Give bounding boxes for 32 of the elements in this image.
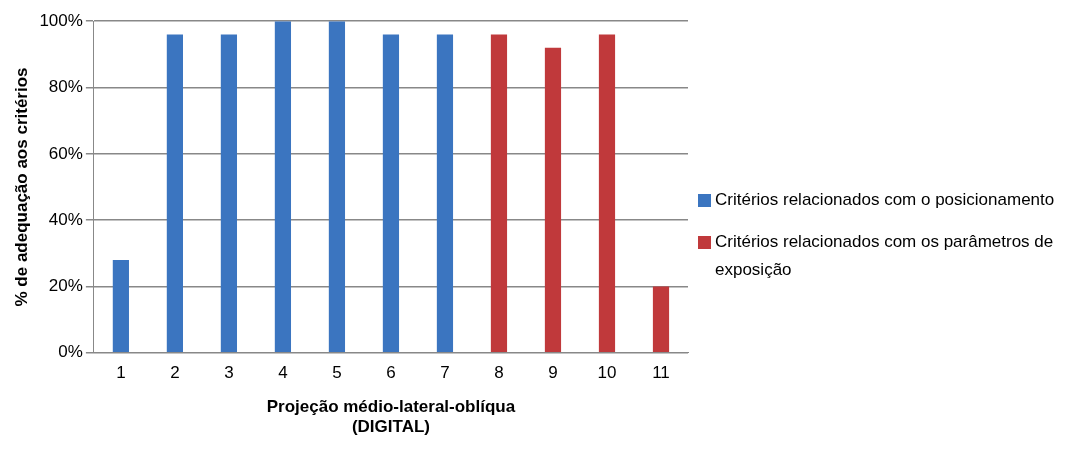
x-axis-title: Projeção médio-lateral-oblíqua (DIGITAL)	[266, 397, 516, 437]
bar	[490, 34, 508, 353]
x-tick-label: 6	[386, 362, 396, 382]
x-tick-label: 3	[224, 362, 234, 382]
x-tick-label: 8	[494, 362, 504, 382]
y-tick-label: 60%	[48, 143, 83, 163]
y-tick-label: 40%	[48, 209, 83, 229]
bar	[544, 47, 562, 353]
bar	[652, 286, 670, 353]
bar	[166, 34, 183, 353]
bar	[328, 21, 346, 353]
bar	[112, 259, 129, 353]
x-tick-label: 11	[652, 362, 670, 382]
bar	[436, 34, 454, 353]
y-tick-label: 20%	[48, 276, 83, 296]
x-tick-label: 2	[170, 362, 180, 382]
y-axis-title: % de adequação aos critérios	[11, 67, 31, 307]
legend-label: Critérios relacionados com o posicionamento	[715, 189, 1055, 211]
bar	[598, 34, 616, 353]
legend-label: Critérios relacionados com os parâmetros de exposição	[715, 231, 1055, 281]
x-tick-label: 7	[440, 362, 450, 382]
y-tick-label: 0%	[58, 342, 83, 362]
y-tick-label: 100%	[39, 10, 83, 30]
bar	[382, 34, 400, 353]
bar	[220, 34, 238, 353]
x-tick-label: 5	[332, 362, 342, 382]
x-tick-label: 9	[548, 362, 558, 382]
x-tick-label: 10	[597, 362, 617, 382]
y-tick-label: 80%	[48, 77, 83, 97]
bar	[274, 21, 292, 353]
x-tick-label: 1	[116, 362, 126, 382]
x-tick-label: 4	[278, 362, 288, 382]
